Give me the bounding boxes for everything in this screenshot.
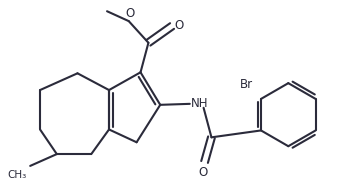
- Text: CH₃: CH₃: [7, 170, 26, 180]
- Text: O: O: [125, 7, 134, 20]
- Text: Br: Br: [240, 78, 253, 91]
- Text: O: O: [174, 19, 183, 32]
- Text: methoxy: methoxy: [75, 4, 105, 10]
- Text: NH: NH: [191, 97, 208, 110]
- Text: O: O: [198, 166, 207, 179]
